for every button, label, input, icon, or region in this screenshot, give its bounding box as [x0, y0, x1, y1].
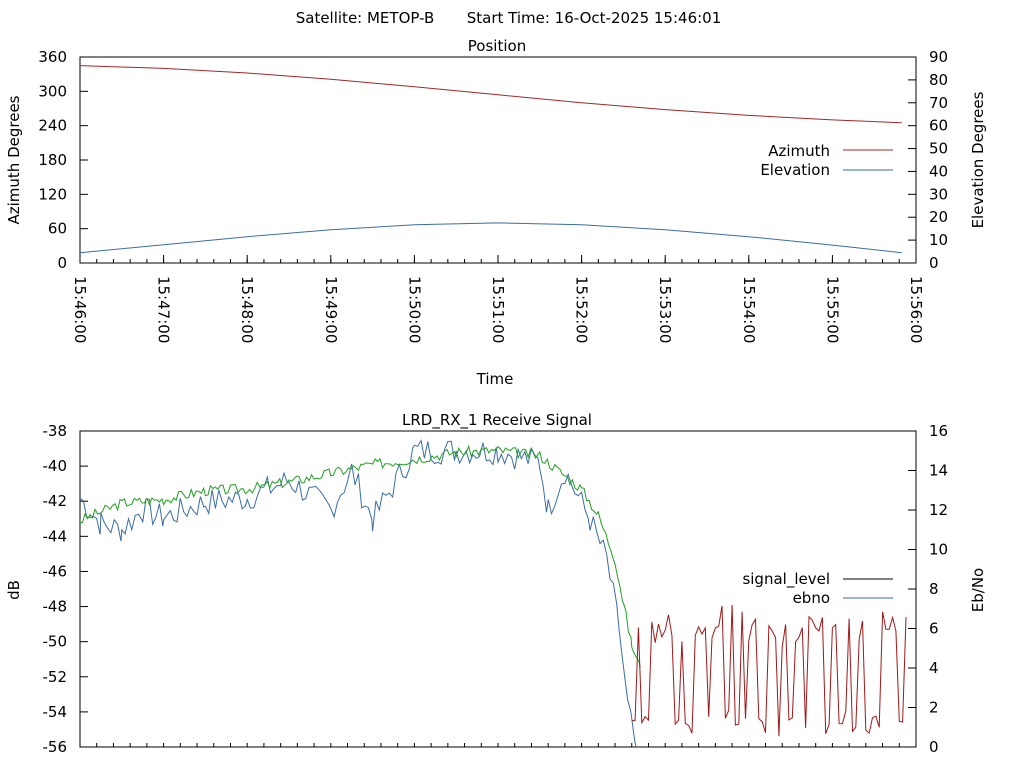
- position-xtick-label: 15:53:00: [656, 276, 674, 343]
- position-y2tick-label: 70: [929, 94, 948, 112]
- position-xtick-label: 15:49:00: [322, 276, 340, 343]
- signal-y2tick-label: 4: [929, 659, 939, 677]
- position-ylabel: Azimuth Degrees: [5, 95, 23, 224]
- position-chart: Position 0 60 120 180 240 300 360 0 10 20 30 40 50 60…: [5, 37, 987, 388]
- signal-chart-title: LRD_RX_1 Receive Signal: [402, 411, 592, 430]
- signal-series: [79, 439, 907, 748]
- position-xtick-label: 15:55:00: [823, 276, 841, 343]
- position-y2tick-label: 20: [929, 208, 948, 226]
- position-axis-ticks: 0 60 120 180 240 300 360 0 10 20 30 40 50 60 70 80 90 15:…: [38, 48, 948, 343]
- receive-signal-chart: LRD_RX_1 Receive Signal -56-54-52-50-48-…: [5, 411, 987, 756]
- signal-ytick-label: -38: [43, 422, 68, 440]
- position-ytick-label: 60: [48, 220, 67, 238]
- position-y2tick-label: 50: [929, 140, 948, 158]
- signal-y2label: Eb/No: [969, 568, 987, 612]
- signal-y2tick-label: 16: [929, 422, 948, 440]
- signal-y2tick-label: 2: [929, 699, 939, 717]
- signal-plot-frame: [79, 430, 917, 748]
- signal-ytick-label: -52: [43, 668, 68, 686]
- position-ytick-label: 240: [38, 117, 67, 135]
- signal-y2tick-label: 14: [929, 462, 948, 480]
- signal-ytick-label: -50: [43, 633, 68, 651]
- signal-y2tick-label: 12: [929, 501, 948, 519]
- signal-ytick-label: -40: [43, 457, 68, 475]
- satellite-label: Satellite: METOP-B: [296, 9, 435, 27]
- position-xtick-label: 15:47:00: [155, 276, 173, 343]
- signal-axis-ticks: -56 -54 -52 -50 -48 -46 -44 -42 -40 -38 0 2 4 6 8 10 12 1…: [43, 422, 949, 756]
- position-xtick-label: 15:52:00: [573, 276, 591, 343]
- position-ytick-label: 0: [57, 254, 67, 272]
- position-series: [79, 65, 902, 254]
- position-ytick-label: 360: [38, 48, 67, 66]
- ebno-line: [79, 439, 637, 748]
- signal-legend: signal_level ebno: [742, 570, 893, 607]
- legend-elevation-label: Elevation: [760, 161, 830, 179]
- position-y2tick-label: 60: [929, 117, 948, 135]
- signal-ytick-label: -44: [43, 527, 68, 545]
- signal-ytick-label: -48: [43, 598, 68, 616]
- position-chart-title: Position: [468, 37, 526, 55]
- signal-ytick-label: -54: [43, 703, 68, 721]
- start-time-label: Start Time: 16-Oct-2025 15:46:01: [467, 9, 722, 27]
- position-y2tick-label: 90: [929, 48, 948, 66]
- signal-level-line: [79, 444, 641, 669]
- legend-ebno-label: ebno: [793, 589, 830, 607]
- position-xtick-label: 15:54:00: [740, 276, 758, 343]
- position-y2tick-label: 30: [929, 185, 948, 203]
- signal-ytick-label: -56: [43, 738, 68, 756]
- signal-y2tick-label: 0: [929, 738, 939, 756]
- signal-y2tick-label: 8: [929, 580, 939, 598]
- position-ytick-label: 300: [38, 82, 67, 100]
- position-y2tick-label: 80: [929, 71, 948, 89]
- position-xtick-label: 15:48:00: [238, 276, 256, 343]
- legend-azimuth-label: Azimuth: [768, 142, 830, 160]
- signal-y2tick-label: 10: [929, 541, 948, 559]
- position-legend: Azimuth Elevation: [760, 142, 893, 179]
- position-y2tick-label: 40: [929, 162, 948, 180]
- position-plot-frame: [79, 56, 917, 264]
- signal-y2tick-label: 6: [929, 620, 939, 638]
- azimuth-line: [79, 65, 902, 124]
- position-xtick-label: 15:50:00: [405, 276, 423, 343]
- position-xlabel: Time: [476, 370, 514, 388]
- signal-ytick-label: -42: [43, 492, 68, 510]
- position-y2tick-label: 0: [929, 254, 939, 272]
- signal-ylabel: dB: [5, 580, 23, 600]
- position-y2label: Elevation Degrees: [969, 91, 987, 228]
- position-y2tick-label: 10: [929, 231, 948, 249]
- position-xtick-label: 15:56:00: [907, 276, 925, 343]
- elevation-line: [79, 222, 902, 254]
- signal-level-noise-line: [631, 604, 907, 737]
- position-xtick-label: 15:46:00: [71, 276, 89, 343]
- position-xtick-label: 15:51:00: [489, 276, 507, 343]
- legend-signal-level-label: signal_level: [742, 570, 830, 589]
- position-ytick-label: 180: [38, 151, 67, 169]
- position-ytick-label: 120: [38, 185, 67, 203]
- signal-ytick-label: -46: [43, 562, 68, 580]
